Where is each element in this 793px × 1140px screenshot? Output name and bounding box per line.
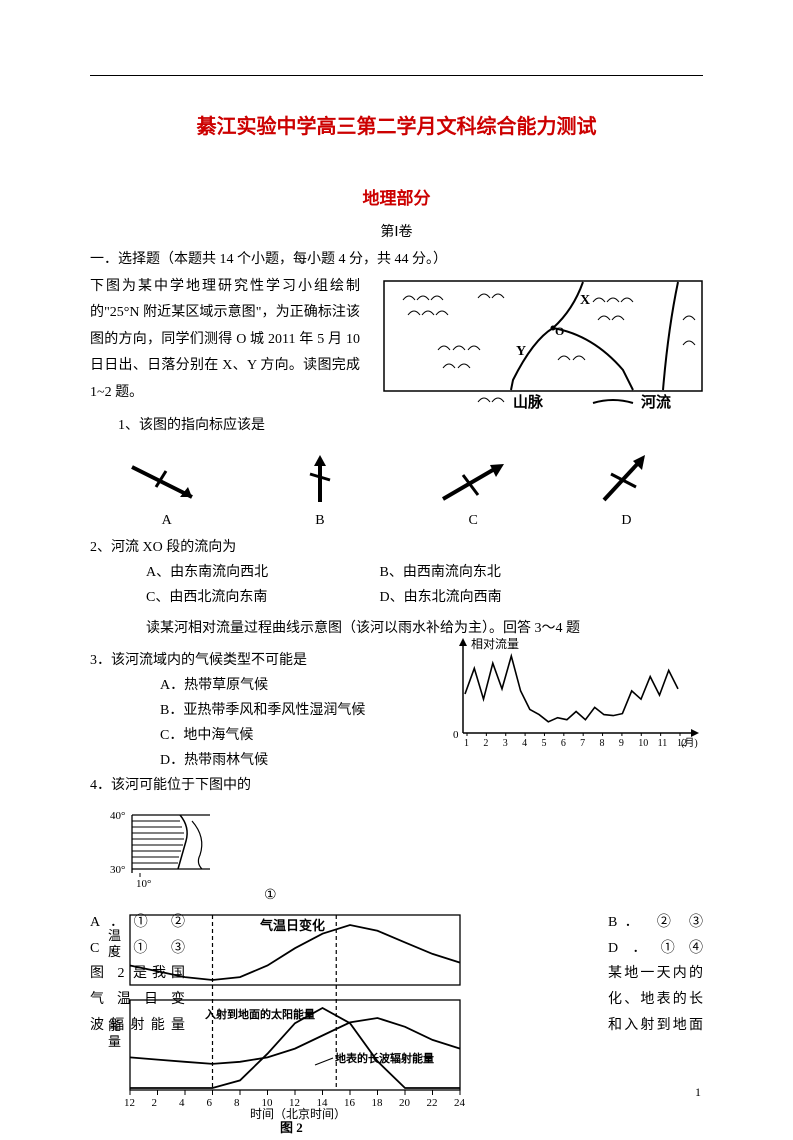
legend-river: 河流 [641,393,671,410]
svg-text:7: 7 [580,738,585,749]
fig2-xlabel: 时间（北京时间） [250,1107,346,1121]
mini-map-figure: 40° 30° 10° [110,807,220,897]
svg-text:9: 9 [619,738,624,749]
q2-opts-row2: C、由西北流向东南 D、由东北流向西南 [90,585,703,610]
fig2-long-label: 地表的长波辐射能量 [335,1051,434,1065]
q3-block: 3．该河流域内的气候类型不可能是 A．热带草原气候 B．亚热带季风和季风性湿润气… [90,648,703,799]
arrow-options: A B C D [90,452,703,529]
flow-ylabel: 相对流量 [471,638,519,651]
q3-opt-d: D．热带雨林气候 [90,748,390,773]
region-map-figure: X O Y 山脉 河流 [383,280,703,410]
option-d: D [566,452,686,529]
svg-text:8: 8 [234,1097,240,1109]
option-a-label: A [162,513,172,529]
svg-text:4: 4 [179,1097,185,1109]
lat-top: 40° [110,810,125,822]
svg-text:5: 5 [541,738,546,749]
intro-block: 下图为某中学地理研究性学习小组绘制的"25°N 附近某区域示意图"，为正确标注该… [90,274,703,407]
q5-left-3: 波辐射能量 [90,1013,185,1039]
page: 綦江实验中学高三第二学月文科综合能力测试 地理部分 第Ⅰ卷 一．选择题（本题共 … [0,0,793,1122]
q5-right-3: 和入射到地面 [608,1013,703,1039]
right-wrap-text: B． ② ③ D．①④ 某地一天内的 化、地表的长 和入射到地面 [608,910,703,1039]
volume-title: 第Ⅰ卷 [90,221,703,241]
svg-text:4: 4 [522,738,527,749]
q5-left-1: 图 2 是我国 [90,961,185,987]
svg-text:2: 2 [483,738,488,749]
q2-opt-a: A、由东南流向西北 [146,560,346,585]
q4-opt-c: C．① ③ [90,936,185,962]
fig2-temp-label: 气温日变化 [260,918,325,933]
svg-text:18: 18 [372,1097,384,1109]
flow-chart: 相对流量 0 123456789101112 (月) [443,638,703,758]
option-b: B [260,452,380,529]
svg-text:2: 2 [152,1097,158,1109]
mini-map-label: ① [264,887,277,904]
option-c-label: C [468,513,477,529]
exam-title: 綦江实验中学高三第二学月文科综合能力测试 [90,110,703,139]
map-label-y: Y [516,344,526,359]
option-d-label: D [621,513,631,529]
section-title: 地理部分 [90,184,703,209]
svg-text:10: 10 [638,738,648,749]
svg-text:6: 6 [207,1097,213,1109]
question-2: 2、河流 XO 段的流向为 [90,535,703,560]
question-3: 3．该河流域内的气候类型不可能是 [90,648,390,673]
left-wrap-text: A．① ② C．① ③ 图 2 是我国 气 温 日 变 波辐射能量 [90,910,185,1039]
svg-text:8: 8 [600,738,605,749]
option-a: A [107,457,227,529]
figure2-block: A．① ② C．① ③ 图 2 是我国 气 温 日 变 波辐射能量 B． ② ③… [90,910,703,1140]
q3-opt-b: B．亚热带季风和季风性湿润气候 [90,698,390,723]
q2-opt-c: C、由西北流向东南 [146,585,346,610]
fig2-solar-label: 入射到地面的太阳能量 [205,1007,315,1021]
q4-opt-a: A．① ② [90,910,185,936]
q5-right-1: 某地一天内的 [608,961,703,987]
q4-opt-b: B． ② ③ [608,910,703,936]
svg-text:11: 11 [658,738,668,749]
mcq-header: 一．选择题（本题共 14 个小题，每小题 4 分，共 44 分。） [90,247,703,274]
question-4: 4．该河可能位于下图中的 [90,773,390,798]
header-rule [90,75,703,76]
svg-text:12: 12 [124,1097,135,1109]
legend-mountain: 山脉 [513,393,544,410]
q2-opt-d: D、由东北流向西南 [380,585,502,610]
svg-text:24: 24 [454,1097,466,1109]
flow-xunit: (月) [681,737,698,749]
svg-text:6: 6 [561,738,566,749]
svg-text:3: 3 [503,738,508,749]
option-c: C [413,457,533,529]
lon: 10° [136,878,151,890]
page-number: 1 [695,1085,701,1100]
lat-bot: 30° [110,864,125,876]
q4-opt-d: D．①④ [608,936,703,962]
flow-zero: 0 [453,729,459,741]
q3-opt-a: A．热带草原气候 [90,673,390,698]
intro-text: 下图为某中学地理研究性学习小组绘制的"25°N 附近某区域示意图"，为正确标注该… [90,274,360,407]
map-label-x: X [580,293,590,308]
q2-opt-b: B、由西南流向东北 [380,560,501,585]
q5-right-2: 化、地表的长 [608,987,703,1013]
svg-text:22: 22 [427,1097,438,1109]
svg-text:20: 20 [399,1097,411,1109]
question-1: 1、该图的指向标应该是 [90,413,703,438]
map-label-o: O [555,324,564,338]
q5-left-2: 气 温 日 变 [90,987,185,1013]
option-b-label: B [315,513,324,529]
q2-opts-row1: A、由东南流向西北 B、由西南流向东北 [90,560,703,585]
svg-text:1: 1 [464,738,469,749]
q3-opt-c: C．地中海气候 [90,723,390,748]
